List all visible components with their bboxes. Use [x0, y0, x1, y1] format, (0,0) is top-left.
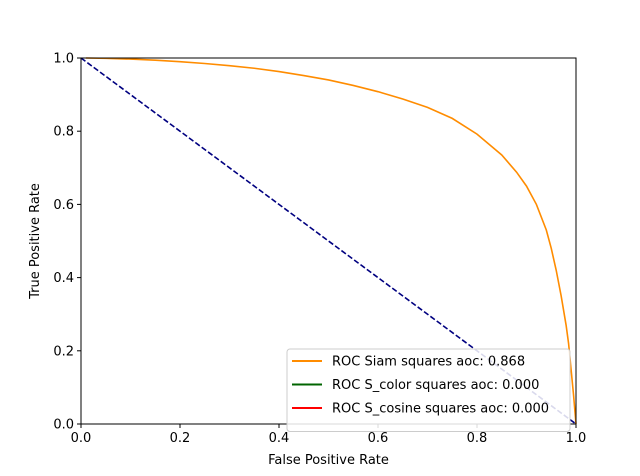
y-tick-label: 0.4 — [53, 271, 74, 286]
x-tick-label: 0.8 — [467, 431, 488, 446]
y-tick-label: 0.2 — [53, 344, 74, 359]
x-tick-label: 0.0 — [71, 431, 92, 446]
x-axis-ticks: 0.0 0.2 0.4 0.6 0.8 1.0 — [71, 424, 587, 446]
legend: ROC Siam squares aoc: 0.868 ROC S_color s… — [286, 348, 571, 432]
legend-box — [286, 348, 571, 432]
x-tick-label: 0.2 — [170, 431, 191, 446]
x-tick-label: 1.0 — [566, 431, 587, 446]
legend-item: ROC Siam squares aoc: 0.868 — [292, 355, 525, 370]
legend-item: ROC S_color squares aoc: 0.000 — [292, 378, 539, 393]
y-axis-ticks: 0.0 0.2 0.4 0.6 0.8 1.0 — [53, 52, 81, 433]
legend-label: ROC Siam squares aoc: 0.868 — [332, 355, 525, 370]
y-tick-label: 1.0 — [53, 52, 74, 67]
legend-label: ROC S_color squares aoc: 0.000 — [332, 378, 539, 393]
x-tick-label: 0.6 — [368, 431, 389, 446]
series-line-0 — [85, 57, 577, 425]
x-axis-label: False Positive Rate — [268, 453, 389, 468]
y-tick-label: 0.0 — [53, 418, 74, 433]
y-tick-label: 0.8 — [53, 125, 74, 140]
legend-label: ROC S_cosine squares aoc: 0.000 — [332, 402, 549, 417]
legend-item: ROC S_cosine squares aoc: 0.000 — [292, 402, 549, 417]
x-tick-label: 0.4 — [269, 431, 290, 446]
y-tick-label: 0.6 — [53, 198, 74, 213]
y-axis-label: True Positive Rate — [28, 183, 43, 300]
